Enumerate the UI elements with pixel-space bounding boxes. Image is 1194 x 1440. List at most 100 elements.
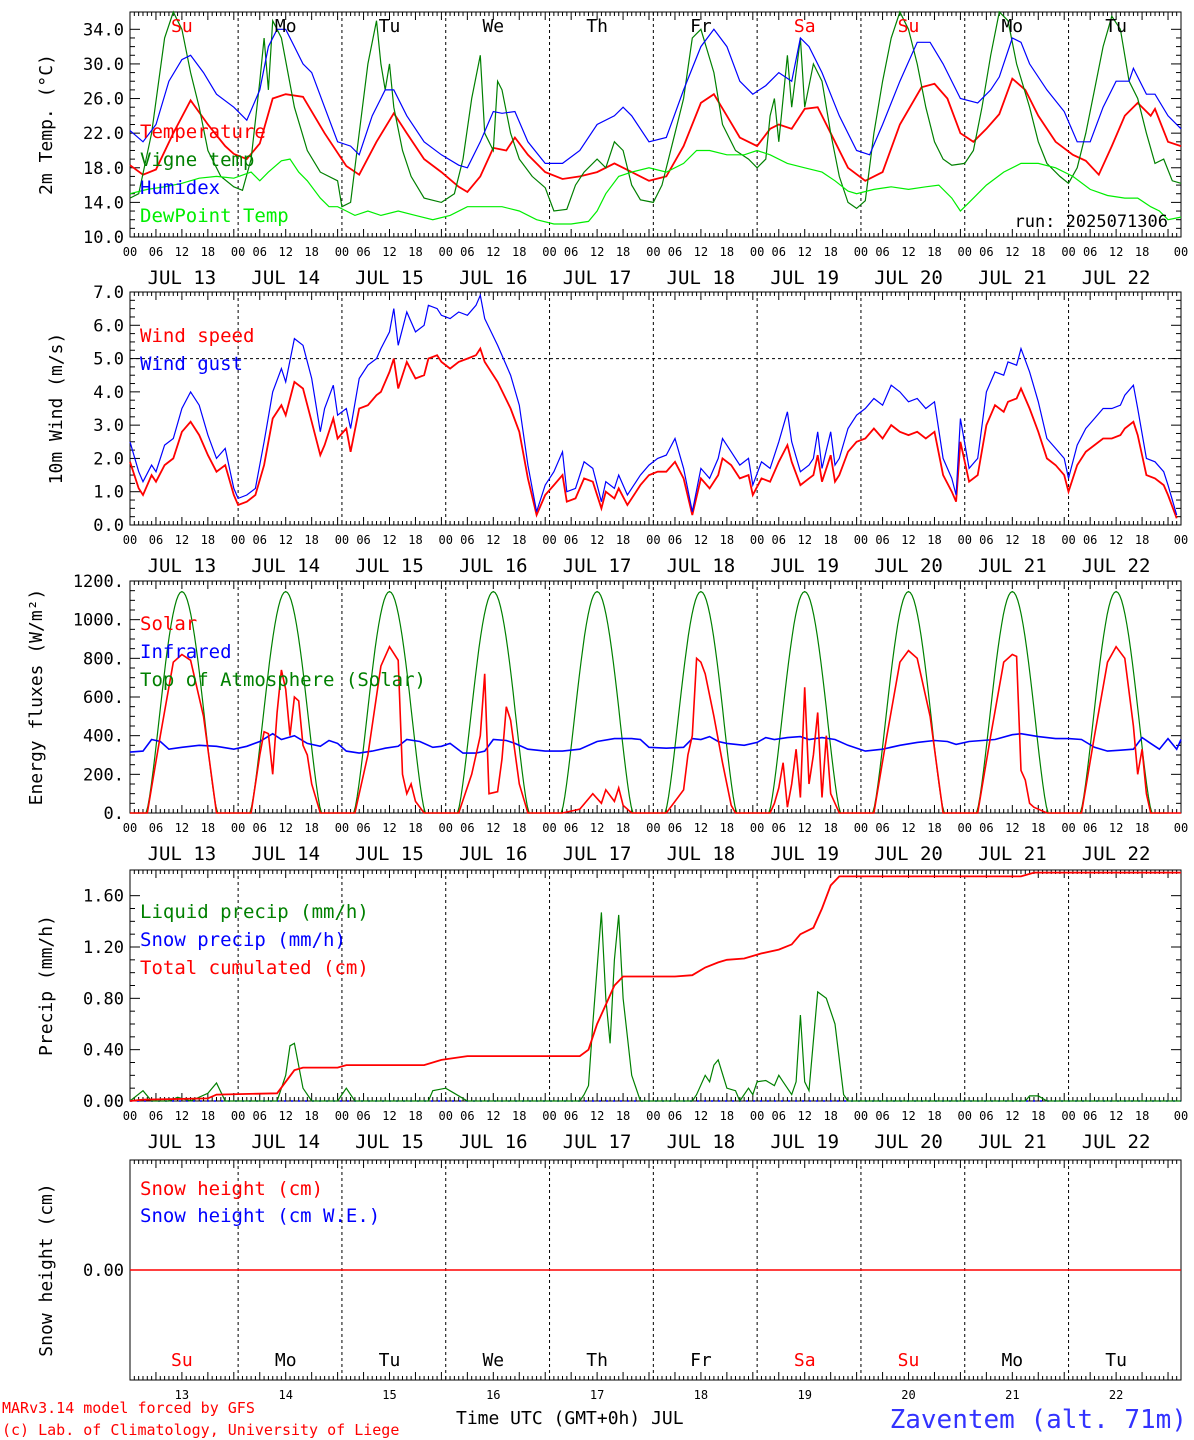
hour-label: 00 [646,533,660,547]
hour-label: 06 [564,245,578,259]
hour-label: 18 [1135,245,1149,259]
y-tick-label: 30.0 [83,55,124,75]
hour-label: 18 [720,1109,734,1123]
legend-entry: Temperature [140,121,266,143]
hour-label: 00 [750,1109,764,1123]
weekday-label: Su [898,1350,920,1371]
hour-label: 06 [668,821,682,835]
hour-label: 00 [542,821,556,835]
liquid-precip-line [129,912,1181,1103]
temp-series-line [129,77,1182,194]
hour-label: 00 [335,1109,349,1123]
y-tick-label: 200. [83,765,124,785]
hour-label: 06 [1083,1109,1097,1123]
hour-label: 06 [668,1109,682,1123]
hour-label: 00 [1174,821,1188,835]
date-label: JUL 14 [251,267,320,289]
hour-label: 00 [750,245,764,259]
hour-label: 18 [1031,1109,1045,1123]
y-tick-label: 4.0 [93,383,124,403]
date-label: JUL 17 [563,267,632,289]
hour-label: 06 [564,821,578,835]
weekday-label: Tu [1105,1350,1127,1371]
hour-label: 00 [854,533,868,547]
hour-label: 00 [958,821,972,835]
hour-label: 00 [1174,1109,1188,1123]
hour-label: 06 [875,1109,889,1123]
day-number-label: 15 [382,1388,396,1402]
hour-label: 00 [542,533,556,547]
hour-label: 18 [1135,1109,1149,1123]
date-label: JUL 13 [148,843,217,865]
date-label: JUL 22 [1082,1131,1151,1153]
wind-series-line [129,346,1178,519]
hour-label: 12 [1005,533,1019,547]
date-label: JUL 16 [459,267,528,289]
hour-label: 12 [382,1109,396,1123]
hour-label: 18 [927,533,941,547]
hour-label: 12 [901,821,915,835]
y-axis-label: Snow height (cm) [36,1183,57,1356]
hour-label: 00 [958,533,972,547]
legend-entry: Humidex [140,177,220,199]
hour-label: 12 [797,533,811,547]
hour-label: 00 [1061,821,1075,835]
hour-label: 00 [958,245,972,259]
day-number-label: 21 [1005,1388,1019,1402]
hour-label: 00 [439,533,453,547]
hour-label: 12 [1005,1109,1019,1123]
hour-label: 06 [253,821,267,835]
date-label: JUL 17 [563,555,632,577]
y-tick-label: 34.0 [83,20,124,40]
hour-label: 06 [875,533,889,547]
hour-label: 00 [1174,245,1188,259]
hour-label: 12 [797,1109,811,1123]
temp-series-line [129,28,1182,169]
model-credit: MARv3.14 model forced by GFS [2,1399,255,1417]
hour-label: 18 [616,821,630,835]
legend-entry: Vigne temp [140,149,254,171]
hour-label: 18 [408,821,422,835]
hour-label: 12 [486,821,500,835]
hour-label: 18 [304,821,318,835]
date-label: JUL 14 [251,1131,320,1153]
hour-label: 12 [590,821,604,835]
hour-label: 06 [564,533,578,547]
legend-entry: Wind gust [140,353,243,375]
hour-label: 00 [750,821,764,835]
hour-label: 06 [979,1109,993,1123]
hour-label: 12 [175,821,189,835]
hour-label: 12 [382,245,396,259]
hour-label: 00 [1174,533,1188,547]
weekday-label: Tu [379,1350,401,1371]
y-tick-label: 3.0 [93,416,124,436]
date-label: JUL 17 [563,843,632,865]
hour-label: 00 [335,821,349,835]
hour-label: 06 [356,821,370,835]
hour-label: 18 [720,245,734,259]
legend-entry: Top of Atmosphere (Solar) [140,669,426,691]
panel-frames [129,11,1182,1381]
hour-label: 00 [542,245,556,259]
hour-label: 18 [304,1109,318,1123]
hour-label: 00 [750,533,764,547]
weekday-label: Th [586,1350,608,1371]
y-axis-label: Precip (mm/h) [36,915,57,1056]
hour-label: 00 [123,1109,137,1123]
hour-label: 12 [382,533,396,547]
hour-label: 06 [875,245,889,259]
weekday-label: Mo [1001,16,1023,37]
y-tick-label: 400. [83,727,124,747]
y-tick-label: 22.0 [83,124,124,144]
date-label: JUL 16 [459,843,528,865]
date-label: JUL 13 [148,555,217,577]
day-number-label: 17 [590,1388,604,1402]
hour-label: 06 [253,245,267,259]
date-label: JUL 16 [459,1131,528,1153]
hour-label: 18 [512,533,526,547]
date-label: JUL 18 [667,267,736,289]
hour-label: 06 [1083,245,1097,259]
hour-label: 06 [149,1109,163,1123]
date-label: JUL 20 [874,267,943,289]
date-label: JUL 19 [770,267,839,289]
